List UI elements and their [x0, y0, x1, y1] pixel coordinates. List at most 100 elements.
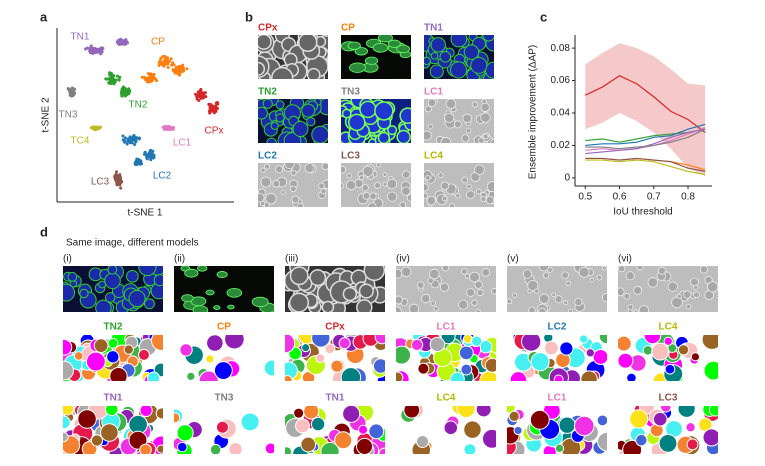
point [209, 110, 213, 114]
segment [701, 335, 718, 350]
cell [551, 292, 556, 298]
point [204, 95, 208, 99]
segment [186, 371, 196, 381]
point [125, 142, 129, 146]
cell [280, 189, 286, 195]
cell [482, 35, 494, 42]
cell [647, 277, 658, 288]
cell [311, 125, 328, 143]
cell [538, 266, 550, 272]
point [88, 51, 92, 55]
point [213, 110, 217, 114]
cell [251, 296, 269, 308]
point [100, 46, 104, 50]
segment [342, 406, 361, 423]
cell [485, 61, 494, 79]
cluster-label: CP [151, 37, 165, 48]
x-tick-label: 0.7 [647, 192, 661, 203]
cell [439, 282, 450, 292]
cell [67, 271, 78, 282]
model-label: LC1 [548, 393, 567, 404]
cell [462, 113, 472, 124]
segment [100, 423, 119, 442]
point [134, 136, 138, 140]
segment [176, 424, 194, 442]
image-label: TN1 [424, 23, 443, 34]
point [171, 126, 175, 130]
cell [356, 299, 373, 312]
cell [444, 112, 455, 123]
point [185, 67, 189, 71]
cell [461, 268, 468, 275]
cell [528, 306, 536, 312]
segment [618, 352, 634, 369]
cell [476, 188, 482, 195]
cell [565, 280, 571, 286]
cell [563, 300, 569, 306]
cell [374, 101, 394, 121]
segment [596, 414, 607, 427]
segment [456, 406, 476, 418]
point [151, 149, 155, 153]
point [133, 142, 137, 146]
model-label: TN1 [326, 393, 345, 404]
cluster-label: CPx [205, 126, 224, 137]
image [507, 335, 607, 381]
cell [424, 183, 429, 192]
cell [427, 123, 434, 130]
segment [396, 345, 412, 365]
y-tick-label: 0 [564, 173, 570, 184]
segment [580, 370, 598, 381]
cell [408, 303, 420, 312]
point [108, 71, 112, 75]
cell [534, 288, 540, 294]
cell [417, 281, 425, 289]
cell [362, 191, 371, 200]
point [120, 87, 124, 91]
cell [466, 190, 475, 200]
image [396, 266, 496, 312]
cell [367, 202, 377, 207]
segment [139, 406, 153, 418]
cell [298, 35, 318, 53]
segment [330, 359, 344, 373]
point [163, 127, 167, 131]
segment [579, 335, 589, 344]
model-label: CP [217, 322, 231, 333]
cell [596, 274, 603, 281]
point [104, 77, 108, 81]
cell [306, 67, 321, 79]
cell [291, 195, 300, 204]
cell [478, 137, 485, 143]
image [341, 99, 411, 143]
segment [85, 351, 106, 372]
image [285, 266, 385, 312]
cell [578, 266, 590, 278]
cell [667, 281, 678, 292]
cell [693, 284, 699, 290]
image [258, 163, 328, 207]
cell [433, 306, 439, 312]
segment [592, 348, 607, 365]
segment [585, 348, 595, 358]
segment [206, 335, 224, 352]
segment [63, 360, 74, 381]
cell [424, 130, 432, 141]
cell [439, 51, 452, 63]
point [140, 162, 144, 166]
cell [539, 293, 550, 304]
cell [450, 61, 468, 79]
cell [258, 193, 265, 203]
point [170, 63, 174, 67]
segment [320, 441, 340, 454]
segment [372, 358, 385, 374]
segment [215, 420, 229, 434]
cell [258, 35, 272, 50]
cell [527, 279, 539, 292]
point [151, 77, 155, 81]
segment [417, 362, 430, 375]
point [120, 92, 124, 96]
segment [598, 335, 607, 345]
segment [356, 437, 374, 454]
cell [461, 134, 470, 143]
